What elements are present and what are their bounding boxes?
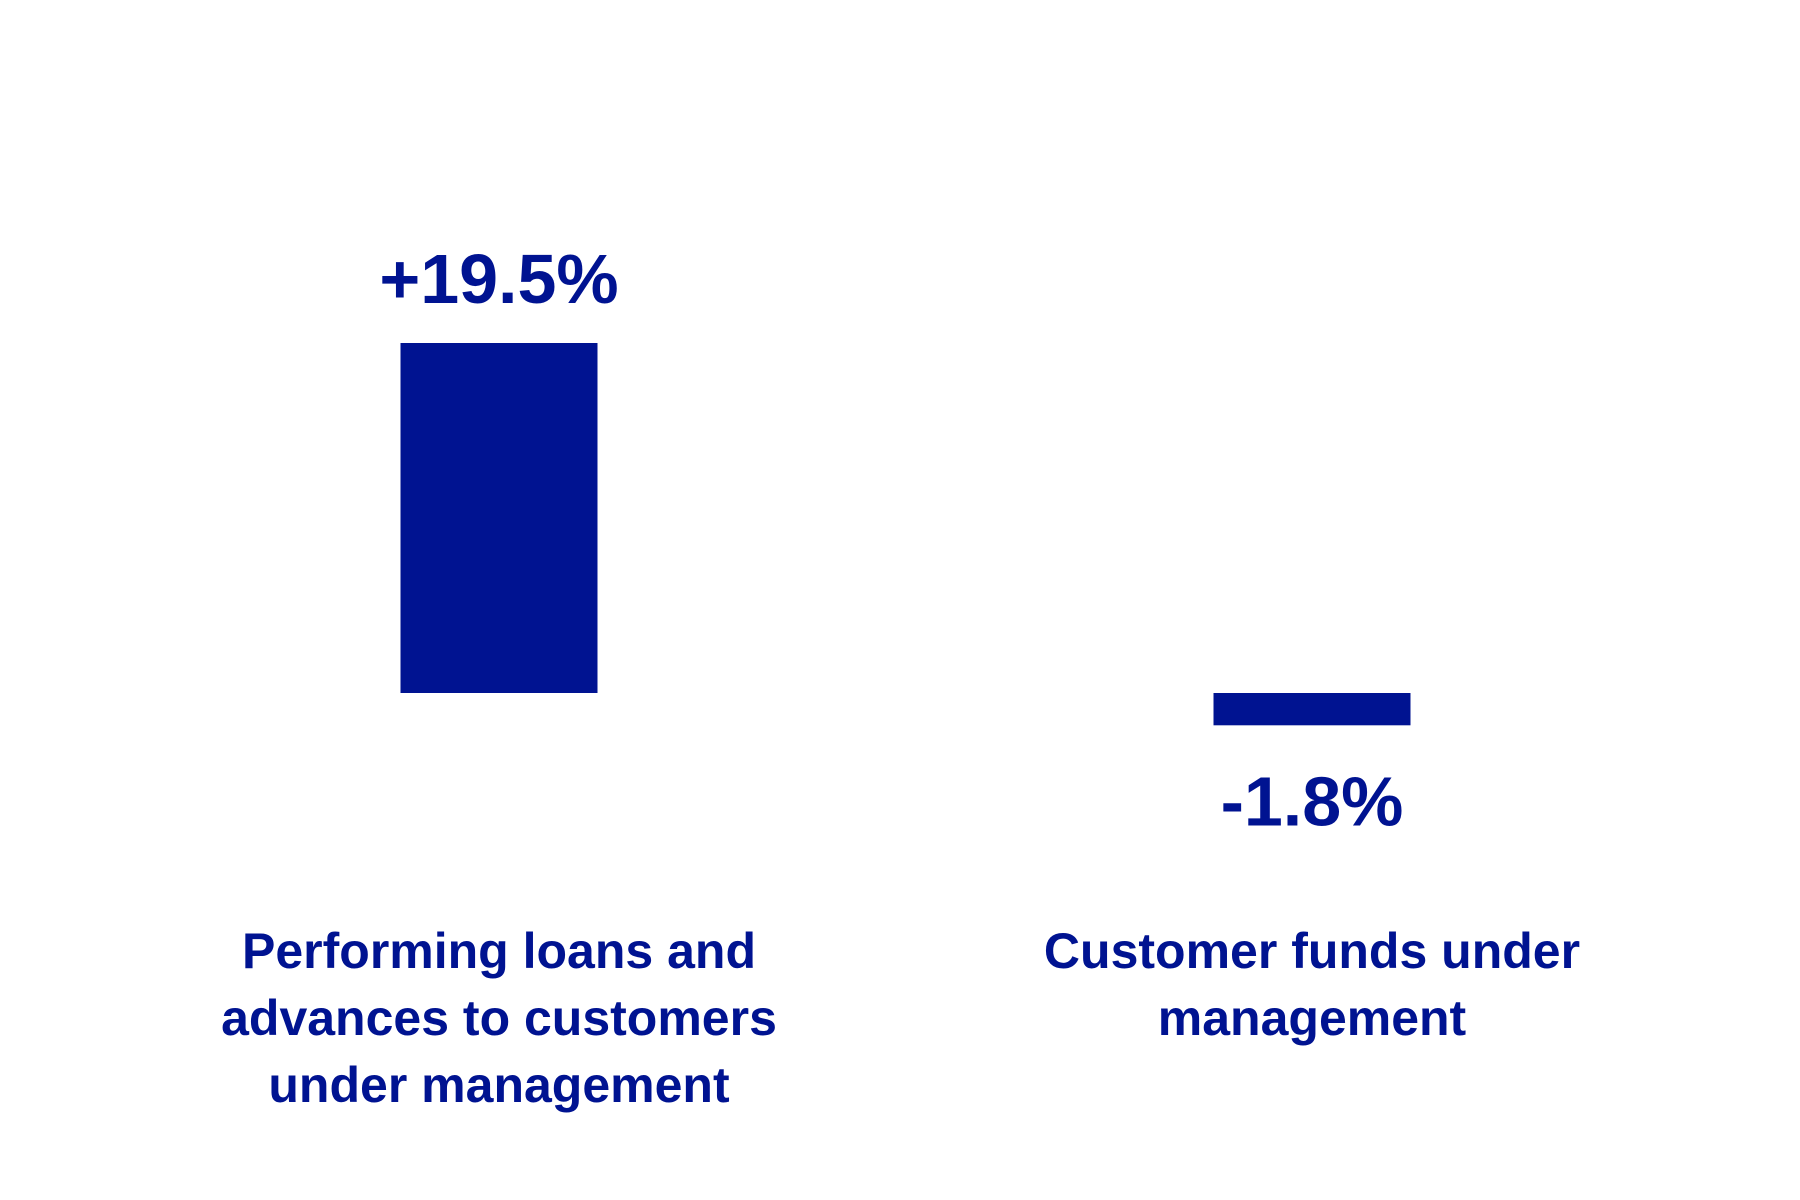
bar	[1213, 693, 1411, 726]
value-label: +19.5%	[379, 240, 618, 318]
category-label: Performing loans and advances to custome…	[221, 923, 777, 1113]
category-label: Customer funds under management	[1043, 923, 1581, 1046]
value-label: -1.8%	[1221, 762, 1404, 840]
bar	[400, 343, 598, 693]
